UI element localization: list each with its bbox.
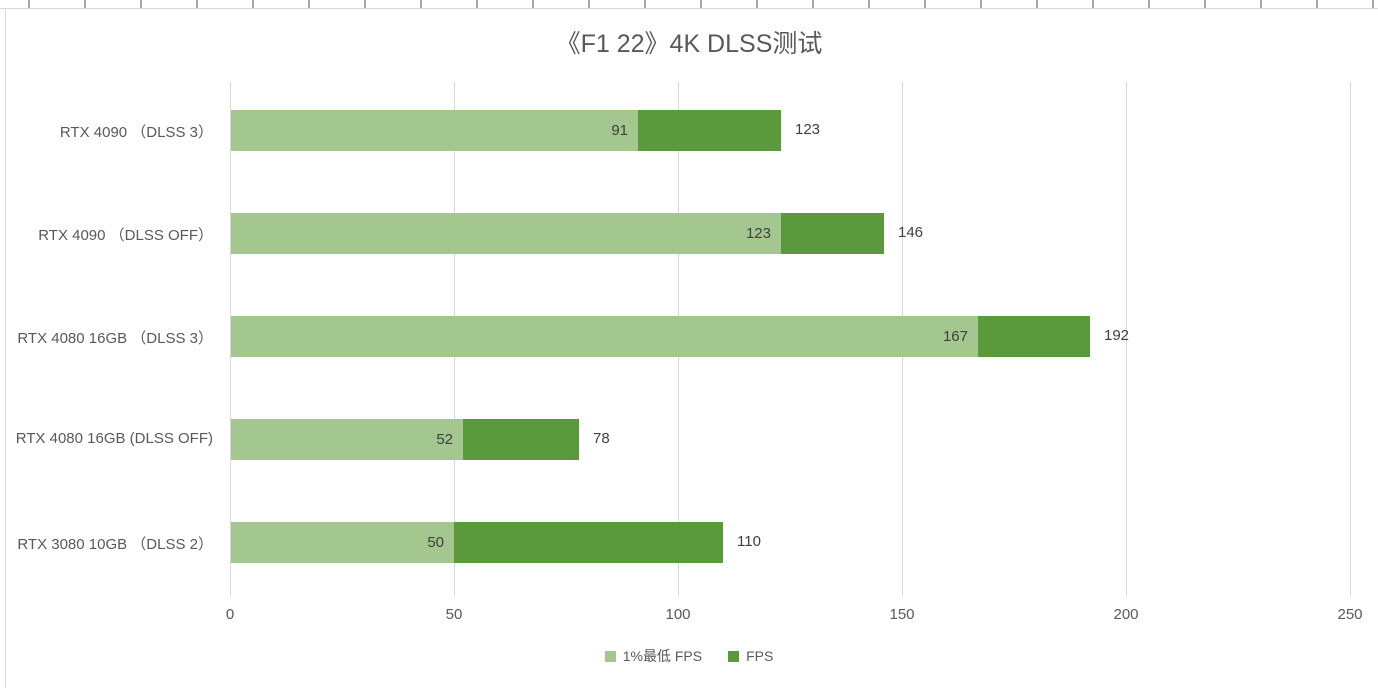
gridline: [230, 82, 231, 596]
left-border-line: [5, 8, 6, 688]
bar-end-value-label: 110: [737, 533, 761, 550]
legend-item-low-fps: 1%最低 FPS: [604, 646, 703, 666]
bar-fps-segment: [978, 316, 1090, 357]
category-label: RTX 4090 （DLSS 3）: [59, 124, 213, 141]
top-ruler-ticks: [28, 0, 1378, 8]
category-label: RTX 3080 10GB （DLSS 2）: [17, 536, 213, 553]
gridline: [1350, 82, 1351, 596]
category-label: RTX 4090 （DLSS OFF）: [38, 227, 213, 244]
x-tick-label: 50: [445, 606, 463, 623]
bar-end-value-label: 78: [593, 430, 610, 447]
gridline: [1126, 82, 1127, 596]
bar-fps-segment: [638, 110, 781, 151]
x-tick-label: 200: [1113, 606, 1139, 623]
legend: 1%最低 FPS FPS: [0, 646, 1378, 666]
x-tick-label: 250: [1337, 606, 1363, 623]
bar-fps-segment: [454, 522, 723, 563]
top-border-line: [0, 8, 1378, 9]
bar-fps-segment: [781, 213, 884, 254]
bar-low-fps-segment: 52: [231, 419, 463, 460]
bar-low-fps-segment: 167: [231, 316, 978, 357]
x-tick-label: 150: [889, 606, 915, 623]
bar-end-value-label: 192: [1104, 327, 1130, 344]
legend-item-fps: FPS: [728, 648, 773, 664]
bar-low-fps-segment: 91: [231, 110, 638, 151]
category-label: RTX 4080 16GB (DLSS OFF): [15, 430, 213, 447]
x-tick-label: 0: [225, 606, 235, 623]
legend-swatch-dark-green: [728, 650, 740, 662]
bar-end-value-label: 123: [795, 121, 821, 138]
bar-low-fps-segment: 50: [231, 522, 454, 563]
category-label: RTX 4080 16GB （DLSS 3）: [17, 330, 213, 347]
chart-title: 《F1 22》4K DLSS测试: [555, 30, 823, 58]
bar-end-value-label: 146: [898, 224, 924, 241]
legend-label-fps: FPS: [746, 648, 774, 664]
legend-label-low-fps: 1%最低 FPS: [622, 648, 703, 664]
x-tick-label: 100: [665, 606, 691, 623]
bar-fps-segment: [463, 419, 579, 460]
legend-swatch-light-green: [604, 650, 616, 662]
bar-low-fps-segment: 123: [231, 213, 781, 254]
